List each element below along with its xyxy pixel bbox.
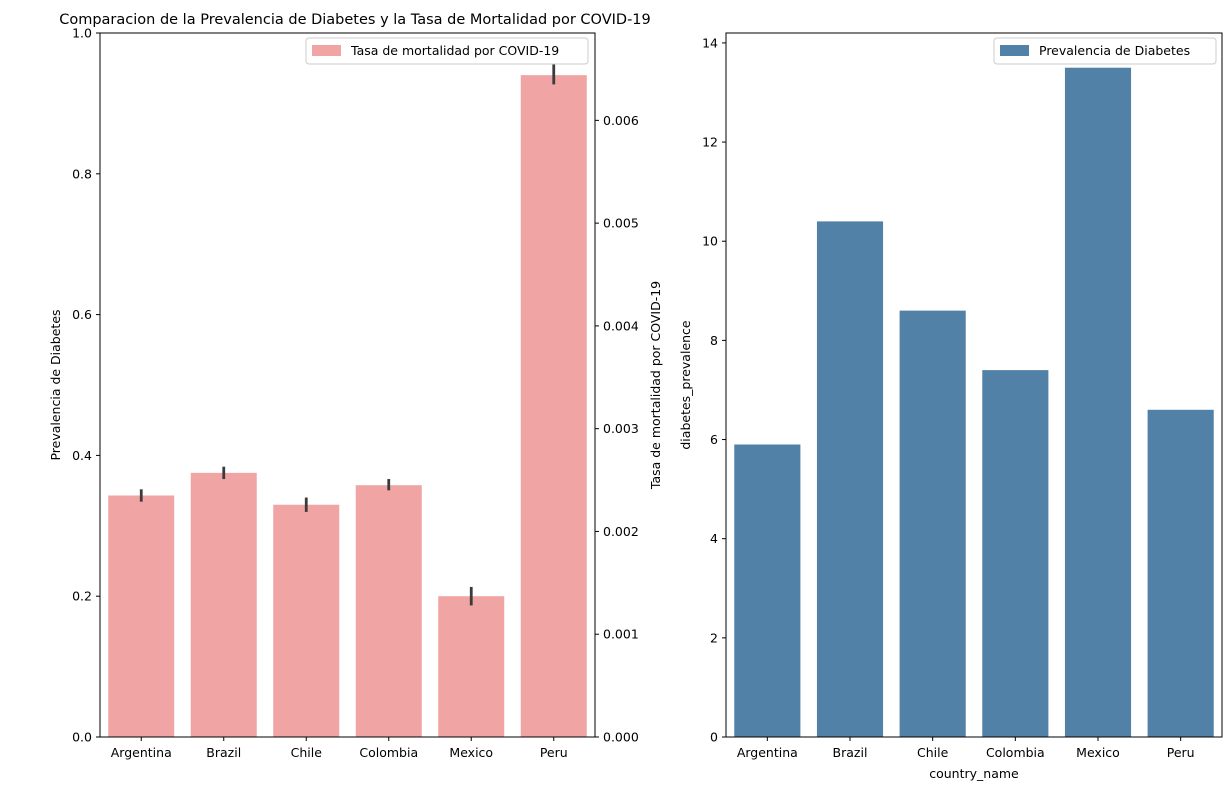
right-legend-swatch bbox=[1000, 45, 1029, 56]
y-tick-label: 0.0 bbox=[72, 730, 92, 745]
left-bars-group bbox=[108, 75, 587, 738]
right-y-axis-label: Tasa de mortalidad por COVID-19 bbox=[648, 281, 663, 490]
right-legend-label: Prevalencia de Diabetes bbox=[1039, 43, 1190, 58]
y-tick-label: 12 bbox=[702, 135, 718, 150]
bar-mortality bbox=[355, 485, 422, 737]
x-tick-label: Colombia bbox=[986, 745, 1045, 760]
left-legend-label: Tasa de mortalidad por COVID-19 bbox=[350, 43, 559, 58]
y2-tick-label: 0.005 bbox=[603, 216, 639, 231]
x-tick-label: Mexico bbox=[449, 745, 493, 760]
chart-title: Comparacion de la Prevalencia de Diabete… bbox=[59, 12, 651, 28]
bar-mortality bbox=[438, 596, 505, 737]
left-legend-swatch bbox=[312, 45, 341, 56]
y-tick-label: 8 bbox=[710, 333, 718, 348]
bar-mortality bbox=[520, 75, 587, 738]
y2-tick-label: 0.004 bbox=[603, 318, 639, 333]
left-legend-box bbox=[305, 37, 589, 65]
x-tick-label: Argentina bbox=[111, 745, 172, 760]
right-bars-group bbox=[734, 67, 1214, 738]
y2-tick-label: 0.003 bbox=[603, 421, 639, 436]
right-chart-x-axis-label: country_name bbox=[929, 766, 1019, 781]
bar-mortality bbox=[273, 504, 340, 737]
bar-diabetes bbox=[734, 444, 801, 737]
x-tick-label: Mexico bbox=[1076, 745, 1120, 760]
bar-mortality bbox=[108, 495, 175, 737]
x-tick-label: Argentina bbox=[737, 745, 798, 760]
right-chart: 0 2 4 6 8 10 12 14 Argentina Brazil Chile Colombia… bbox=[678, 32, 1223, 781]
x-tick-label: Chile bbox=[291, 745, 323, 760]
x-tick-label: Chile bbox=[917, 745, 949, 760]
left-errorbars-group bbox=[139, 63, 556, 606]
right-chart-y-axis-label: diabetes_prevalence bbox=[678, 320, 693, 450]
left-x-axis-ticks: Argentina Brazil Chile Colombia Mexico Peru bbox=[111, 737, 568, 760]
y-tick-label: 0 bbox=[710, 730, 718, 745]
y2-tick-label: 0.000 bbox=[603, 730, 639, 745]
right-plot-frame bbox=[725, 32, 1223, 738]
y2-tick-label: 0.001 bbox=[603, 627, 639, 642]
x-tick-label: Brazil bbox=[833, 745, 868, 760]
left-legend: Tasa de mortalidad por COVID-19 bbox=[305, 37, 589, 65]
y-tick-label: 10 bbox=[702, 234, 718, 249]
left-chart: Comparacion de la Prevalencia de Diabete… bbox=[48, 12, 663, 760]
y-tick-label: 1.0 bbox=[72, 26, 92, 41]
right-y-axis-ticks: 0.000 0.001 0.002 0.003 0.004 0.005 0.006 bbox=[595, 113, 639, 745]
bar-diabetes bbox=[1064, 67, 1132, 737]
bar-diabetes bbox=[982, 370, 1049, 737]
right-legend: Prevalencia de Diabetes bbox=[993, 37, 1217, 65]
bar-diabetes bbox=[1147, 409, 1214, 737]
y-tick-label: 0.8 bbox=[72, 166, 92, 181]
right-chart-x-axis-ticks: Argentina Brazil Chile Colombia Mexico Peru bbox=[737, 737, 1195, 760]
bar-mortality bbox=[190, 472, 257, 737]
x-tick-label: Brazil bbox=[206, 745, 241, 760]
y-tick-label: 0.4 bbox=[72, 448, 92, 463]
x-tick-label: Peru bbox=[1167, 745, 1195, 760]
y-tick-label: 0.6 bbox=[72, 307, 92, 322]
left-y-axis-label: Prevalencia de Diabetes bbox=[48, 309, 63, 460]
right-chart-y-axis-ticks: 0 2 4 6 8 10 12 14 bbox=[702, 35, 726, 745]
y-tick-label: 2 bbox=[710, 630, 718, 645]
bar-diabetes bbox=[816, 221, 884, 738]
left-y-axis-ticks: 0.0 0.2 0.4 0.6 0.8 1.0 bbox=[72, 26, 100, 745]
x-tick-label: Colombia bbox=[359, 745, 418, 760]
y2-tick-label: 0.006 bbox=[603, 113, 639, 128]
y-tick-label: 14 bbox=[702, 35, 718, 50]
x-tick-label: Peru bbox=[540, 745, 568, 760]
y-tick-label: 4 bbox=[710, 531, 718, 546]
y2-tick-label: 0.002 bbox=[603, 524, 639, 539]
left-plot-frame bbox=[99, 32, 596, 738]
bar-diabetes bbox=[899, 310, 966, 737]
right-legend-box bbox=[993, 37, 1217, 65]
y-tick-label: 0.2 bbox=[72, 589, 92, 604]
y-tick-label: 6 bbox=[710, 432, 718, 447]
